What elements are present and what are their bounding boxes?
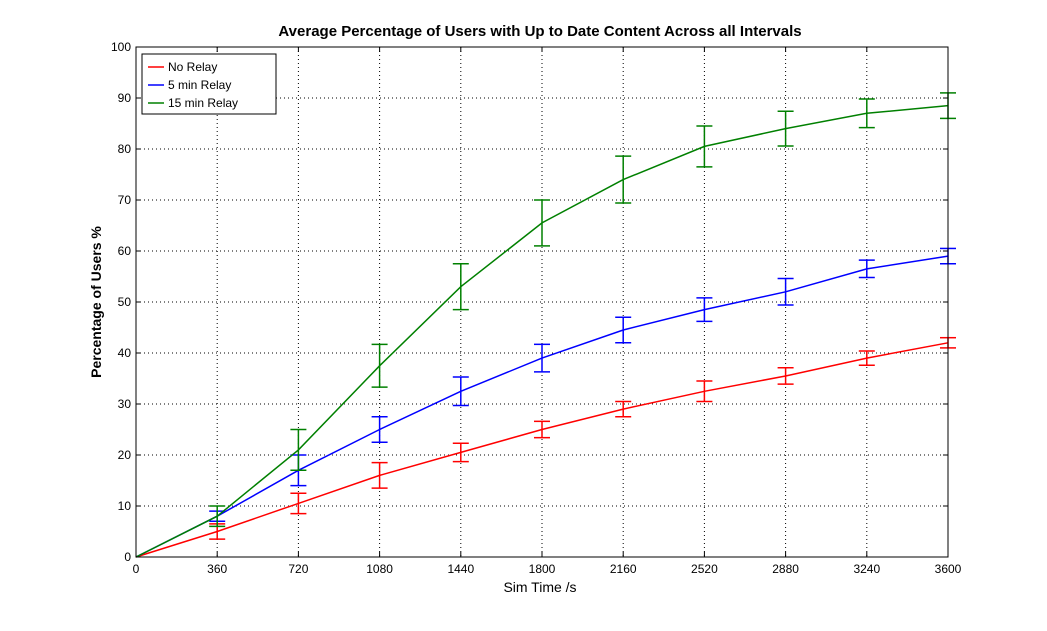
error-bar	[615, 400, 632, 418]
error-bar	[209, 505, 226, 528]
y-tick-label: 90	[118, 91, 132, 105]
grid-lines	[136, 47, 948, 557]
y-tick-label: 70	[118, 193, 132, 207]
error-bar	[534, 343, 550, 373]
legend-item: No Relay	[148, 60, 217, 74]
y-tick-label: 40	[118, 346, 132, 360]
y-tick-label: 20	[118, 448, 132, 462]
error-bar	[452, 376, 469, 407]
legend-label: 15 min Relay	[168, 96, 238, 110]
legend-label: 5 min Relay	[168, 78, 231, 92]
axes: 0 360 720 1080 1440 1800 2160 2520 2880 3240 36000…	[111, 40, 962, 576]
error-bar	[615, 316, 632, 344]
series-group	[135, 92, 956, 558]
legend-label: No Relay	[168, 60, 217, 74]
x-tick-label: 720	[288, 562, 308, 576]
error-bar	[696, 380, 713, 403]
x-tick-label: 2160	[610, 562, 637, 576]
legend-item: 15 min Relay	[148, 96, 238, 110]
error-bar	[858, 350, 875, 366]
y-tick-label: 100	[111, 40, 131, 54]
x-tick-label: 1080	[366, 562, 393, 576]
error-bar	[371, 461, 388, 489]
y-tick-label: 50	[118, 295, 132, 309]
error-bar	[777, 110, 794, 147]
y-tick-label: 60	[118, 244, 132, 258]
y-axis-label: Percentage of Users %	[88, 226, 104, 378]
x-tick-label: 2880	[772, 562, 799, 576]
error-bar	[290, 492, 307, 515]
error-bar	[371, 416, 388, 443]
x-tick-label: 0	[133, 562, 140, 576]
x-tick-label: 3240	[853, 562, 880, 576]
series-1	[135, 336, 956, 558]
x-axis-label: Sim Time /s	[503, 579, 576, 595]
x-tick-label: 3600	[935, 562, 962, 576]
error-bar	[615, 155, 632, 204]
error-bar	[452, 442, 469, 463]
y-tick-label: 10	[118, 499, 132, 513]
error-bar	[534, 199, 550, 247]
error-bar	[858, 98, 875, 129]
series-3	[135, 92, 956, 558]
error-bar	[371, 343, 388, 388]
error-bar	[534, 420, 550, 439]
y-tick-label: 30	[118, 397, 132, 411]
error-bar	[290, 428, 307, 472]
error-bar	[452, 263, 469, 311]
error-bar	[696, 297, 713, 323]
legend-box	[141, 53, 277, 115]
error-bar	[696, 125, 713, 168]
x-tick-label: 1440	[447, 562, 474, 576]
x-tick-label: 2520	[691, 562, 718, 576]
legend: No Relay 5 min Relay 15 min Relay	[141, 53, 277, 115]
chart-title: Average Percentage of Users with Up to D…	[278, 23, 801, 40]
y-tick-label: 80	[118, 142, 132, 156]
error-bar	[777, 367, 794, 385]
x-tick-label: 1800	[529, 562, 556, 576]
y-tick-label: 0	[124, 550, 131, 564]
error-bar	[777, 277, 794, 306]
x-tick-label: 360	[207, 562, 227, 576]
error-bar	[858, 259, 875, 279]
legend-item: 5 min Relay	[148, 78, 231, 92]
